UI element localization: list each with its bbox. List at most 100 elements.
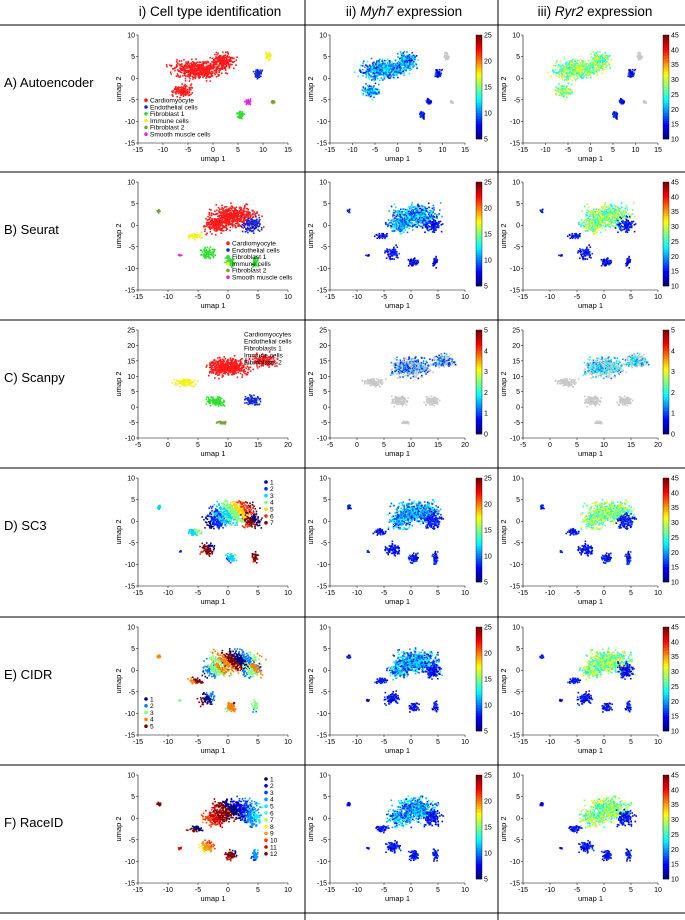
cell-point [445,57,448,60]
cell-point [213,72,216,75]
cell-point [565,75,568,78]
cell-point [567,77,569,79]
cell-point [390,75,392,77]
cell-point [396,218,399,221]
cell-point [255,220,258,223]
cell-point [388,68,391,70]
cell-point [239,110,242,113]
cell-point [399,64,402,67]
cell-point [180,90,183,92]
cell-point [221,66,224,69]
cell-point [268,53,270,56]
cell-point [188,63,191,65]
cell-point [444,52,446,54]
cell-point [558,89,561,91]
cell-point [400,72,403,75]
cell-point [572,67,575,69]
cell-point [565,72,568,74]
colorbar-segment [663,118,669,122]
cell-point [562,66,565,68]
cell-point [192,65,195,67]
cell-point [217,65,220,67]
cell-point [225,223,228,225]
cell-point [414,225,417,228]
cell-point [234,222,237,225]
cell-point [597,60,599,63]
cell-point [208,257,211,260]
cell-point [579,64,582,67]
colorbar-segment [476,50,482,54]
cell-point [230,211,233,214]
cell-point [375,63,377,66]
cell-point [564,75,566,78]
cell-point [178,60,181,62]
cell-point [238,117,241,119]
x-tick-label: 0 [396,147,400,154]
cell-point [396,64,398,67]
cell-point [192,70,194,73]
colorbar-segment [663,87,669,90]
cell-point [559,64,561,67]
cell-point [373,79,375,82]
cell-point [265,52,267,54]
cell-point [365,76,367,79]
cell-point [436,214,438,216]
x-tick-label: 0 [211,147,215,154]
colorbar-segment [476,120,482,124]
cell-point [382,68,385,70]
cell-point [575,61,578,64]
cell-point [205,77,207,79]
cell-point [232,210,235,212]
cell-point [588,70,590,73]
cell-point [214,248,216,251]
cell-point [560,69,562,71]
cell-point [567,73,570,76]
cell-point [411,209,414,211]
cell-point [203,254,206,257]
cell-point [411,215,413,218]
cell-point [252,219,255,222]
x-tick-label: -10 [540,147,550,154]
cell-point [420,210,423,212]
cell-point [414,208,416,211]
cell-point [205,80,208,82]
cell-point [401,68,403,71]
cell-point [180,93,183,96]
cell-point [388,67,390,69]
cell-point [576,77,579,80]
cell-point [561,92,564,95]
cell-point [216,209,218,212]
cell-point [212,256,215,259]
cell-point [578,65,581,68]
cell-point [214,225,217,227]
cell-point [179,89,181,91]
cell-point [196,61,199,64]
cell-point [188,66,191,68]
cell-point [219,222,222,225]
cell-point [367,69,369,71]
cell-point [391,61,393,64]
cell-point [568,92,571,94]
cell-point [378,60,380,62]
cell-point [206,66,208,69]
cell-point [259,75,262,78]
cell-point [389,65,392,67]
x-tick-label: -10 [158,147,168,154]
cell-point [396,62,399,65]
cell-point [238,207,241,209]
cell-point [581,67,583,69]
cell-point [388,74,390,76]
cell-point [398,63,401,66]
x-tick-label: -15 [325,147,335,154]
legend-marker [226,254,230,259]
cell-point [210,75,213,78]
cell-point [188,74,191,77]
cell-point [188,80,191,82]
cell-point [255,222,258,224]
cell-point [586,74,588,77]
cell-point [186,75,189,78]
cell-point [199,73,202,76]
cell-point [204,246,206,249]
